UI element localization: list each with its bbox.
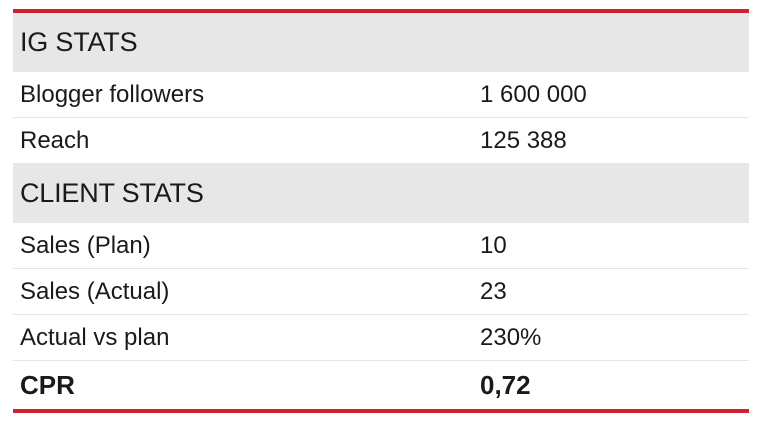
total-label: CPR [20, 369, 75, 400]
row-label: Sales (Plan) [20, 231, 151, 259]
row-value: 23 [480, 277, 507, 305]
row-value: 1 600 000 [480, 80, 587, 108]
row-value: 230% [480, 323, 542, 351]
table-row-cpr: CPR 0,72 [13, 361, 749, 409]
table-row-sales-actual: Sales (Actual) 23 [13, 269, 749, 315]
row-value: 10 [480, 231, 507, 259]
table-row-reach: Reach 125 388 [13, 118, 749, 164]
row-value: 125 388 [480, 126, 567, 154]
stats-table: IG STATS Blogger followers 1 600 000 Rea… [13, 9, 749, 413]
row-label: Reach [20, 126, 90, 154]
section-title: CLIENT STATS [20, 178, 204, 208]
row-label: Blogger followers [20, 80, 205, 108]
section-header-client-stats: CLIENT STATS [13, 164, 749, 223]
total-value: 0,72 [480, 369, 531, 400]
section-header-ig-stats: IG STATS [13, 13, 749, 72]
row-label: Actual vs plan [20, 323, 170, 351]
section-title: IG STATS [20, 27, 138, 57]
row-label: Sales (Actual) [20, 277, 170, 305]
table-row-sales-plan: Sales (Plan) 10 [13, 223, 749, 269]
table-row-blogger-followers: Blogger followers 1 600 000 [13, 72, 749, 118]
table-row-actual-vs-plan: Actual vs plan 230% [13, 315, 749, 361]
